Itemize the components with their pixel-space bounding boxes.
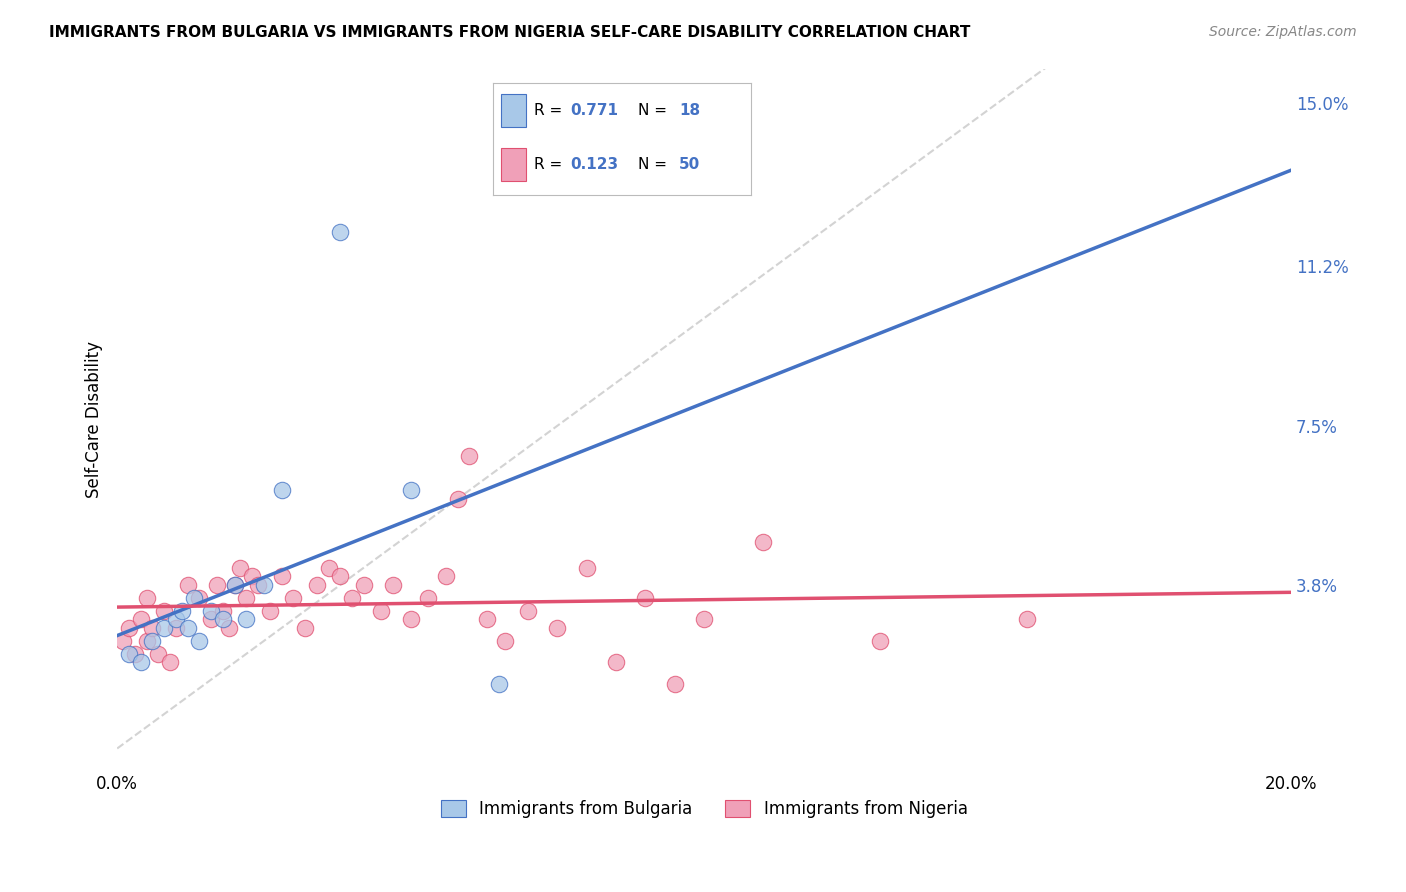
Point	[188, 633, 211, 648]
Point	[1015, 612, 1038, 626]
Point	[153, 621, 176, 635]
Point	[176, 621, 198, 635]
Point	[135, 633, 157, 648]
Point	[118, 647, 141, 661]
Point	[259, 604, 281, 618]
Text: IMMIGRANTS FROM BULGARIA VS IMMIGRANTS FROM NIGERIA SELF-CARE DISABILITY CORRELA: IMMIGRANTS FROM BULGARIA VS IMMIGRANTS F…	[49, 25, 970, 40]
Point	[176, 578, 198, 592]
Point	[183, 591, 205, 605]
Point	[235, 591, 257, 605]
Y-axis label: Self-Care Disability: Self-Care Disability	[86, 341, 103, 498]
Point	[575, 560, 598, 574]
Point	[218, 621, 240, 635]
Point	[211, 612, 233, 626]
Point	[141, 621, 163, 635]
Point	[112, 633, 135, 648]
Legend: Immigrants from Bulgaria, Immigrants from Nigeria: Immigrants from Bulgaria, Immigrants fro…	[434, 793, 974, 825]
Point	[318, 560, 340, 574]
Point	[329, 569, 352, 583]
Point	[447, 491, 470, 506]
Point	[211, 604, 233, 618]
Point	[370, 604, 392, 618]
Point	[200, 612, 222, 626]
Point	[253, 578, 276, 592]
Point	[188, 591, 211, 605]
Point	[605, 656, 627, 670]
Point	[517, 604, 540, 618]
Point	[200, 604, 222, 618]
Point	[165, 612, 187, 626]
Point	[458, 449, 481, 463]
Point	[294, 621, 316, 635]
Point	[153, 604, 176, 618]
Point	[693, 612, 716, 626]
Point	[399, 612, 422, 626]
Point	[488, 677, 510, 691]
Point	[434, 569, 457, 583]
Point	[382, 578, 405, 592]
Point	[270, 569, 292, 583]
Point	[270, 483, 292, 498]
Point	[135, 591, 157, 605]
Point	[124, 647, 146, 661]
Point	[283, 591, 305, 605]
Point	[546, 621, 568, 635]
Point	[494, 633, 516, 648]
Point	[165, 621, 187, 635]
Point	[205, 578, 228, 592]
Point	[229, 560, 252, 574]
Point	[224, 578, 246, 592]
Point	[752, 535, 775, 549]
Point	[118, 621, 141, 635]
Point	[418, 591, 440, 605]
Point	[305, 578, 328, 592]
Point	[634, 591, 657, 605]
Point	[869, 633, 891, 648]
Point	[129, 656, 152, 670]
Point	[664, 677, 686, 691]
Point	[475, 612, 498, 626]
Point	[247, 578, 270, 592]
Point	[399, 483, 422, 498]
Point	[170, 604, 193, 618]
Point	[353, 578, 375, 592]
Point	[340, 591, 363, 605]
Point	[159, 656, 181, 670]
Point	[240, 569, 263, 583]
Text: Source: ZipAtlas.com: Source: ZipAtlas.com	[1209, 25, 1357, 39]
Point	[141, 633, 163, 648]
Point	[129, 612, 152, 626]
Point	[329, 225, 352, 239]
Point	[235, 612, 257, 626]
Point	[148, 647, 170, 661]
Point	[224, 578, 246, 592]
